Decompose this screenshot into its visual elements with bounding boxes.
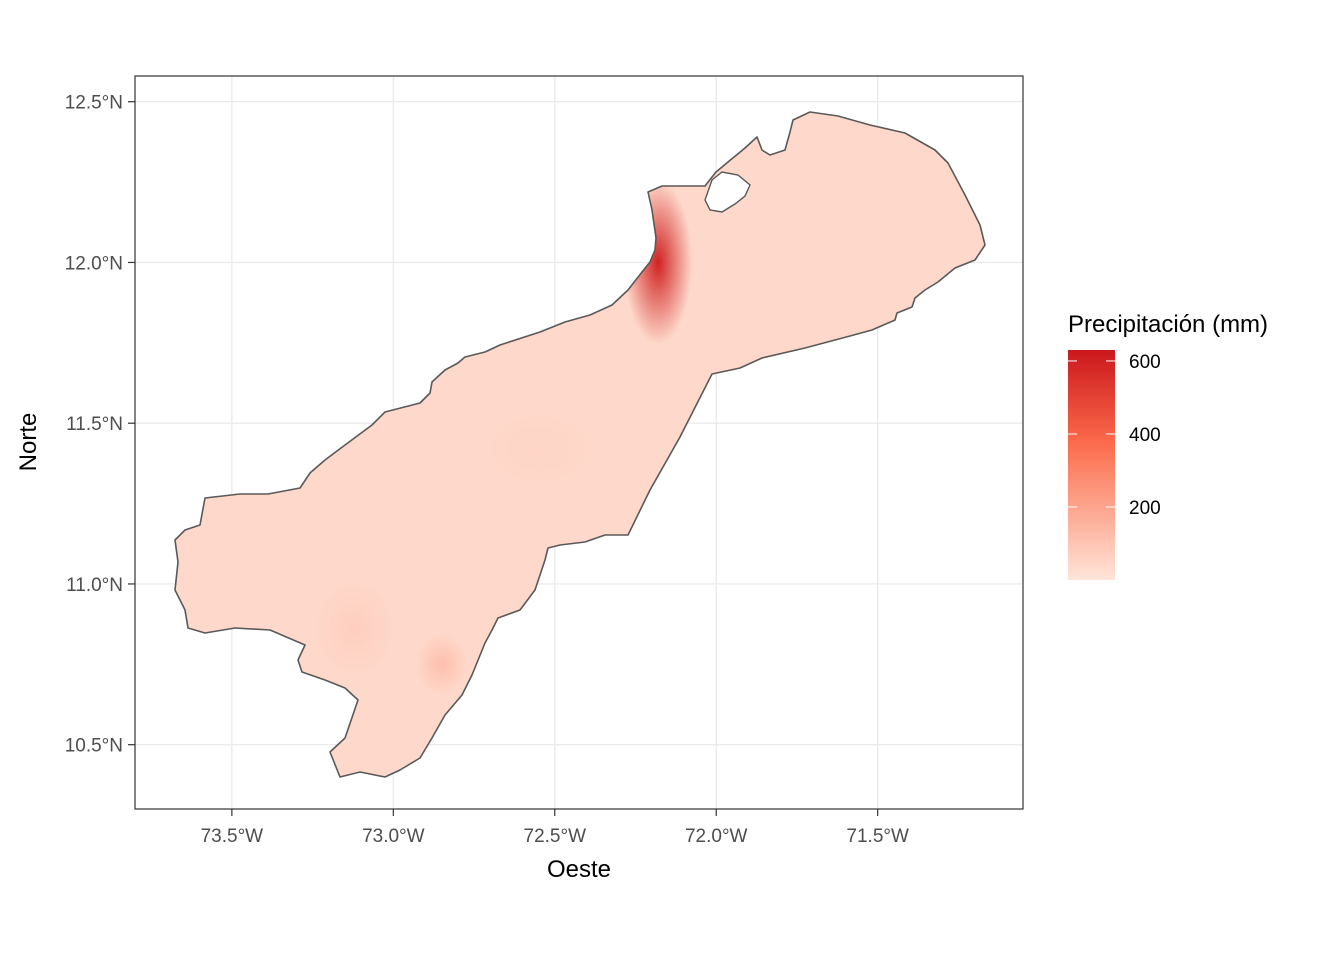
precip-hotspot-1 <box>415 634 468 695</box>
x-tick-label-0: 73.5°W <box>201 826 264 847</box>
legend-title: Precipitación (mm) <box>1068 311 1268 338</box>
precipitation-raster <box>175 112 985 777</box>
precip-hotspot-3 <box>478 408 599 489</box>
y-tick-label-0: 12.5°N <box>65 93 123 114</box>
y-axis-title: Norte <box>15 413 42 472</box>
legend-label-2: 200 <box>1129 498 1161 519</box>
x-tick-label-1: 73.0°W <box>362 826 425 847</box>
precip-hotspot-2 <box>314 580 395 677</box>
legend-label-1: 400 <box>1129 425 1161 446</box>
y-tick-label-2: 11.5°N <box>66 414 123 435</box>
region-outline <box>174 111 986 778</box>
x-tick-label-2: 72.5°W <box>524 826 587 847</box>
legend: Precipitación (mm) 600 400 200 <box>1068 311 1268 580</box>
y-tick-label-1: 12.0°N <box>65 253 123 274</box>
x-axis-title: Oeste <box>547 856 611 883</box>
legend-colorbar <box>1068 350 1115 580</box>
x-axis: 73.5°W 73.0°W 72.5°W 72.0°W 71.5°W <box>201 809 909 847</box>
panel-border <box>134 75 1024 810</box>
x-tick-label-3: 72.0°W <box>685 826 748 847</box>
bahia-hole <box>704 171 751 213</box>
y-tick-label-4: 10.5°N <box>65 736 123 757</box>
y-axis: 12.5°N 12.0°N 11.5°N 11.0°N 10.5°N <box>65 93 135 757</box>
y-tick-label-3: 11.0°N <box>66 575 123 596</box>
x-tick-label-4: 71.5°W <box>846 826 909 847</box>
legend-label-0: 600 <box>1129 352 1161 373</box>
